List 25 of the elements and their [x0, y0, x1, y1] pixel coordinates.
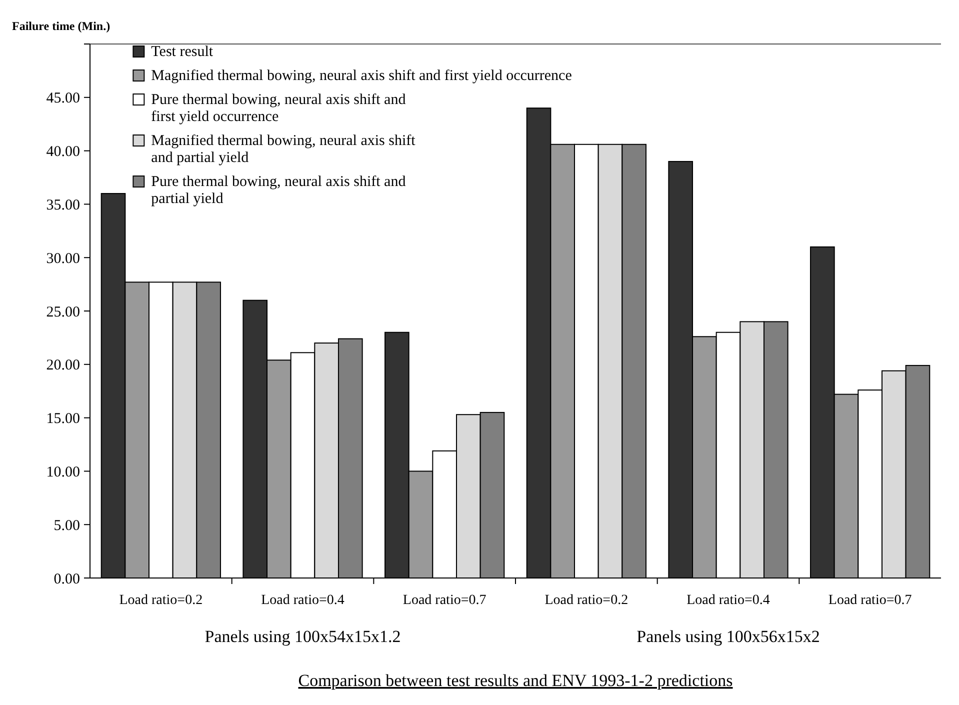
- legend-label: Magnified thermal bowing, neural axis shift and partial yield: [151, 133, 416, 166]
- legend-label: Pure thermal bowing, neural axis shift and first yield occurrence: [151, 92, 406, 125]
- text: Comparison between test results and ENV 1993-1-2 predictions: [298, 671, 733, 690]
- text: Panels using 100x54x15x1.2: [204, 627, 401, 646]
- x-tick-label: Load ratio=0.2: [544, 593, 628, 608]
- legend-label: Pure thermal bowing, neural axis shift and partial yield: [151, 174, 406, 207]
- text: Panels using 100x56x15x2: [636, 627, 820, 646]
- y-tick-label: 40.00: [46, 144, 80, 160]
- y-tick-label: 15.00: [46, 411, 80, 428]
- x-tick-label: Load ratio=0.2: [119, 593, 203, 608]
- x-tick-label: Load ratio=0.7: [402, 593, 486, 608]
- x-tick-label: Load ratio=0.7: [828, 593, 912, 608]
- y-tick-label: 45.00: [46, 90, 80, 107]
- legend-label: Magnified thermal bowing, neural axis shift and first yield occurrence: [151, 68, 572, 84]
- x-tick-label: Load ratio=0.4: [261, 593, 344, 608]
- y-tick-label: 0.00: [54, 571, 80, 588]
- x-tick-label: Load ratio=0.4: [686, 593, 770, 608]
- legend-label: Test result: [151, 44, 214, 60]
- y-axis-title: Failure time (Min.): [12, 19, 110, 33]
- y-tick-label: 10.00: [46, 464, 80, 480]
- y-tick-label: 20.00: [46, 358, 80, 374]
- y-tick-label: 35.00: [46, 197, 80, 214]
- y-tick-label: 25.00: [46, 304, 80, 320]
- y-tick-label: 5.00: [54, 518, 80, 534]
- y-tick-label: 30.00: [46, 250, 80, 267]
